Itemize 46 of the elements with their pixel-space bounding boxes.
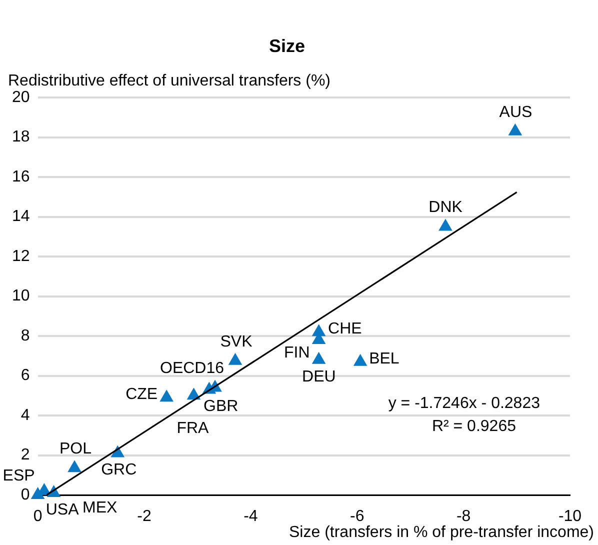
annotation: DNK [428,199,463,216]
annotation: GRC [101,462,137,479]
y-tick-label: 18 [12,128,30,146]
x-tick-label: -10 [558,508,582,526]
annotation: CZE [126,386,158,404]
y-tick-label: 0 [20,486,30,504]
point [160,390,174,402]
y-tick-label: 20 [12,89,30,106]
point [312,352,326,364]
point [438,218,452,231]
annotation: R² = 0.9265 [432,418,516,436]
annotation: SVK [220,333,253,350]
x-tick-label: -6 [350,508,364,526]
x-tick-label: -8 [456,508,471,526]
annotation: MEX [82,499,118,516]
y-axis-title: Redistributive effect of universal transfers (%) [8,72,330,90]
point [30,487,45,499]
y-tick-label: 6 [20,367,30,384]
y-tick-label: 14 [12,208,30,226]
point [353,354,368,366]
annotation: BEL [369,350,400,368]
chart-title: Size [268,36,306,56]
annotation: POL [60,440,92,458]
annotation: y = -1.7246x - 0.2823 [388,395,540,412]
point [508,123,522,136]
annotation: GBR [203,398,238,416]
x-tick-label: 0 [33,508,42,526]
y-tick-label: 4 [20,406,30,424]
annotation: ESP [2,467,35,484]
x-tick-label: -4 [244,508,258,526]
x-tick-label: -2 [137,508,152,526]
y-tick-label: 12 [12,248,30,265]
point [228,352,242,365]
point [68,460,82,472]
y-tick-label: 16 [12,168,30,186]
x-axis-title: Size (transfers in % of pre-transfer income) [289,524,594,541]
y-tick-label: 8 [20,327,30,344]
annotation: FIN [284,344,310,362]
y-tick-label: 2 [20,446,30,464]
annotation: AUS [499,104,532,121]
annotation: CHE [328,320,362,338]
annotation: OECD16 [160,360,224,378]
annotation: USA [46,501,80,518]
annotation: DEU [302,368,336,386]
annotation: FRA [176,420,210,438]
y-tick-label: 10 [12,288,30,305]
